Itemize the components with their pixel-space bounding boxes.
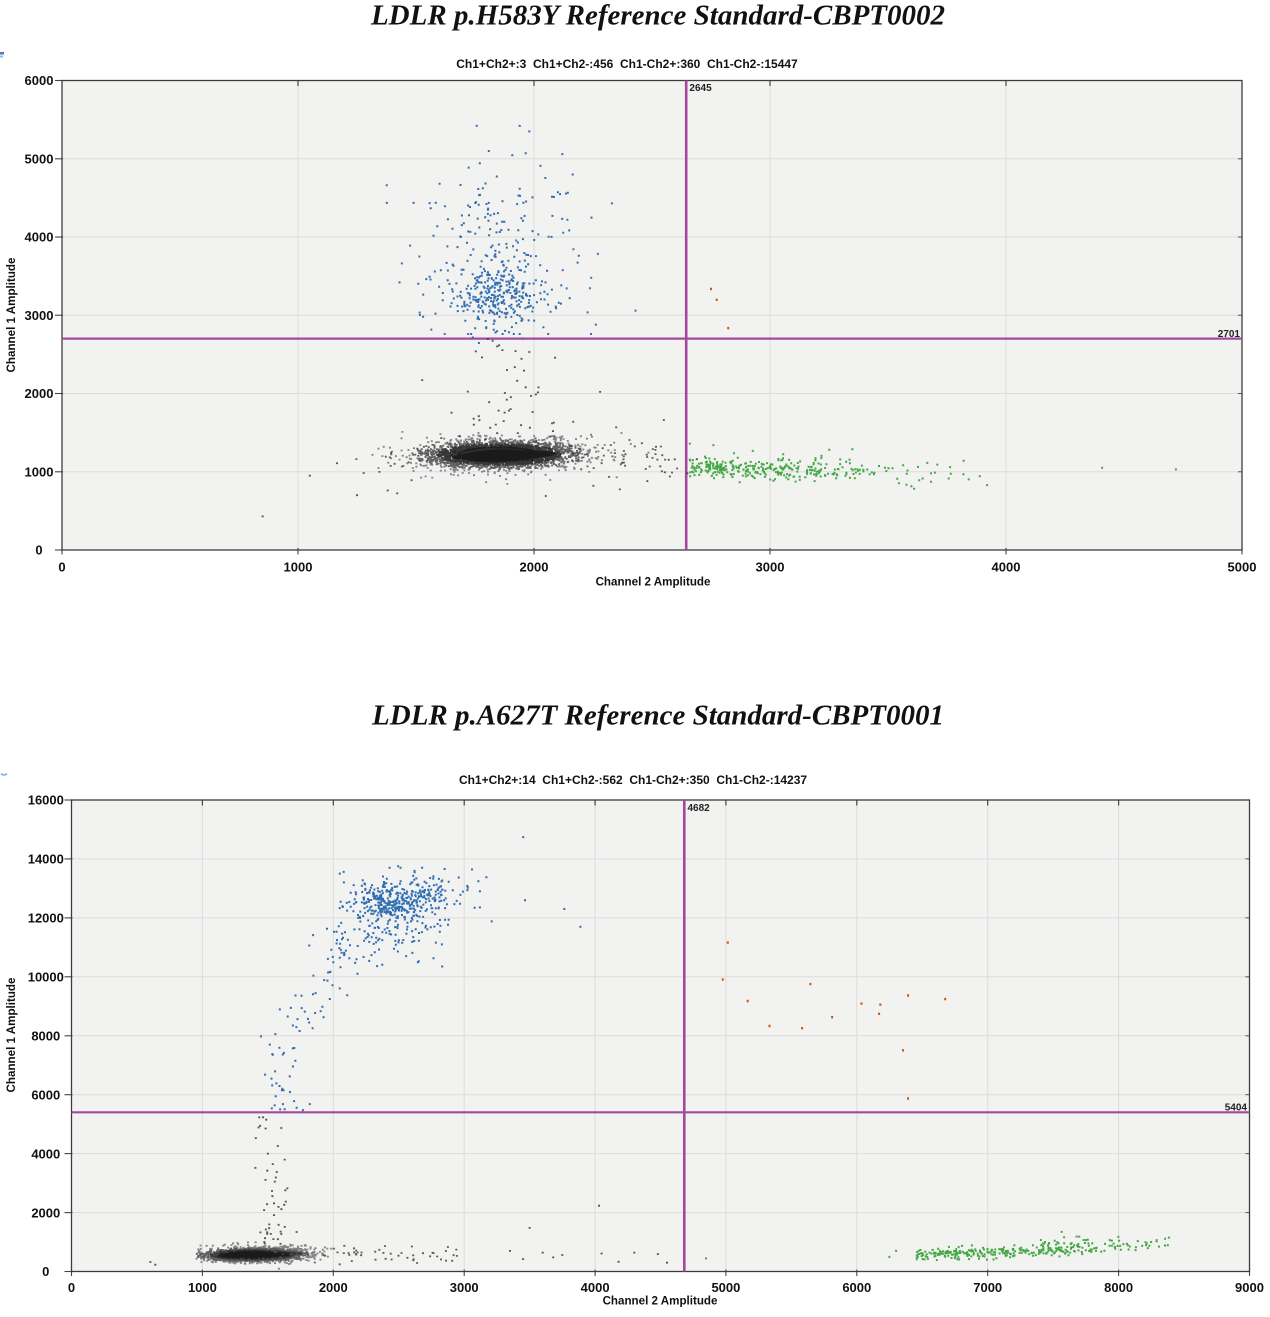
svg-text:2000: 2000 [520, 560, 549, 575]
svg-text:0: 0 [68, 1280, 75, 1295]
svg-text:3000: 3000 [25, 308, 54, 323]
svg-text:3000: 3000 [450, 1280, 479, 1295]
svg-text:Channel 1 Amplitude: Channel 1 Amplitude [5, 257, 18, 372]
svg-text:2000: 2000 [25, 386, 54, 401]
svg-text:3000: 3000 [756, 560, 785, 575]
svg-text:5000: 5000 [711, 1280, 740, 1295]
svg-text:4000: 4000 [31, 1146, 60, 1161]
svg-text:0: 0 [35, 543, 42, 558]
svg-text:LDLR p.H583Y Reference Standar: LDLR p.H583Y Reference Standard-CBPT0002 [370, 0, 945, 32]
svg-text:1000: 1000 [284, 560, 313, 575]
svg-text:8000: 8000 [1104, 1280, 1133, 1295]
svg-text:1000: 1000 [188, 1280, 217, 1295]
svg-text:5404: 5404 [1225, 1102, 1248, 1113]
svg-text:Channel 2 Amplitude: Channel 2 Amplitude [596, 576, 711, 589]
svg-text:4682: 4682 [688, 803, 711, 814]
svg-text:2701: 2701 [1218, 329, 1241, 340]
svg-text:10000: 10000 [28, 970, 64, 985]
svg-text:9000: 9000 [1235, 1280, 1264, 1295]
svg-text:7000: 7000 [973, 1280, 1002, 1295]
svg-text:Ch1+Ch2+:3 Ch1+Ch2-:456 Ch1-: Ch1+Ch2+:3 Ch1+Ch2-:456 Ch1-Ch2+:360 Ch1… [456, 57, 798, 71]
svg-text:5000: 5000 [1228, 560, 1257, 575]
svg-text:14000: 14000 [28, 852, 64, 867]
svg-text:Channel 2 Amplitude: Channel 2 Amplitude [603, 1295, 718, 1308]
svg-text:2000: 2000 [31, 1205, 60, 1220]
svg-text:6000: 6000 [31, 1087, 60, 1102]
svg-text:12000: 12000 [28, 911, 64, 926]
svg-text:5000: 5000 [25, 151, 54, 166]
svg-text:6000: 6000 [842, 1280, 871, 1295]
svg-text:2645: 2645 [689, 83, 712, 94]
svg-text:4000: 4000 [581, 1280, 610, 1295]
svg-text:1000: 1000 [25, 464, 54, 479]
svg-text:4000: 4000 [992, 560, 1021, 575]
svg-text:Ch1+Ch2+:14 Ch1+Ch2-:562 Ch1: Ch1+Ch2+:14 Ch1+Ch2-:562 Ch1-Ch2+:350 Ch… [459, 773, 807, 787]
svg-text:4000: 4000 [25, 230, 54, 245]
svg-text:16000: 16000 [28, 793, 64, 808]
svg-text:6000: 6000 [25, 73, 54, 88]
svg-text:2000: 2000 [319, 1280, 348, 1295]
svg-text:0: 0 [58, 560, 65, 575]
svg-text:8000: 8000 [31, 1029, 60, 1044]
svg-text:LDLR p.A627T Reference Standar: LDLR p.A627T Reference Standard-CBPT0001 [371, 700, 944, 732]
svg-text:0: 0 [42, 1264, 49, 1279]
svg-text:Channel 1 Amplitude: Channel 1 Amplitude [5, 977, 18, 1092]
